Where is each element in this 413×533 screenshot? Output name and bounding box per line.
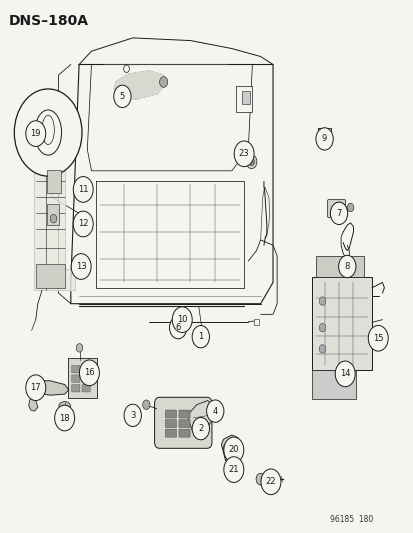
Circle shape xyxy=(223,443,230,453)
Ellipse shape xyxy=(59,401,70,410)
FancyBboxPatch shape xyxy=(254,319,259,325)
Circle shape xyxy=(256,473,265,485)
Circle shape xyxy=(368,326,387,351)
Text: 7: 7 xyxy=(335,209,341,218)
FancyBboxPatch shape xyxy=(165,429,176,437)
Text: 4: 4 xyxy=(212,407,217,416)
Circle shape xyxy=(159,77,167,87)
Text: 23: 23 xyxy=(238,149,249,158)
Text: 8: 8 xyxy=(344,262,349,271)
Circle shape xyxy=(73,211,93,237)
Circle shape xyxy=(206,400,223,422)
Circle shape xyxy=(192,326,209,348)
FancyBboxPatch shape xyxy=(316,256,363,277)
Circle shape xyxy=(223,457,243,482)
Circle shape xyxy=(335,361,354,387)
FancyBboxPatch shape xyxy=(311,370,355,399)
FancyBboxPatch shape xyxy=(47,169,61,193)
Text: 20: 20 xyxy=(228,446,238,455)
Text: 17: 17 xyxy=(31,383,41,392)
Circle shape xyxy=(246,155,256,168)
Text: 18: 18 xyxy=(59,414,70,423)
FancyBboxPatch shape xyxy=(165,410,176,418)
Text: 3: 3 xyxy=(130,411,135,420)
Text: 22: 22 xyxy=(265,478,275,486)
FancyBboxPatch shape xyxy=(71,366,80,373)
Text: 19: 19 xyxy=(31,129,41,138)
Circle shape xyxy=(223,437,243,463)
FancyBboxPatch shape xyxy=(82,375,90,382)
Circle shape xyxy=(55,405,74,431)
Circle shape xyxy=(142,400,150,409)
Text: DNS–180A: DNS–180A xyxy=(9,14,89,28)
Circle shape xyxy=(79,360,99,386)
Text: 2: 2 xyxy=(198,424,203,433)
FancyBboxPatch shape xyxy=(154,397,211,448)
FancyBboxPatch shape xyxy=(47,204,59,225)
Text: 5: 5 xyxy=(119,92,125,101)
Polygon shape xyxy=(221,435,240,461)
Circle shape xyxy=(73,176,93,202)
Circle shape xyxy=(50,214,57,223)
FancyBboxPatch shape xyxy=(82,366,90,373)
Text: 6: 6 xyxy=(175,323,180,332)
Circle shape xyxy=(192,417,209,440)
FancyBboxPatch shape xyxy=(165,419,176,427)
FancyBboxPatch shape xyxy=(311,277,371,370)
Circle shape xyxy=(14,89,82,176)
Circle shape xyxy=(330,202,347,224)
Circle shape xyxy=(26,375,45,400)
FancyBboxPatch shape xyxy=(242,91,250,104)
FancyBboxPatch shape xyxy=(71,384,80,392)
Circle shape xyxy=(234,141,254,167)
Text: 9: 9 xyxy=(321,134,326,143)
FancyBboxPatch shape xyxy=(327,199,345,217)
Text: 96185  180: 96185 180 xyxy=(329,515,372,524)
Text: 10: 10 xyxy=(177,315,187,324)
Text: 13: 13 xyxy=(76,262,86,271)
FancyBboxPatch shape xyxy=(36,264,64,288)
Polygon shape xyxy=(36,381,69,395)
Text: 15: 15 xyxy=(372,334,382,343)
Polygon shape xyxy=(28,397,38,411)
Circle shape xyxy=(248,158,254,165)
Circle shape xyxy=(318,345,325,353)
FancyBboxPatch shape xyxy=(67,358,97,398)
Circle shape xyxy=(71,254,91,279)
Circle shape xyxy=(347,203,353,212)
Circle shape xyxy=(169,317,186,339)
Circle shape xyxy=(318,297,325,305)
Text: 1: 1 xyxy=(198,332,203,341)
FancyBboxPatch shape xyxy=(82,384,90,392)
FancyBboxPatch shape xyxy=(178,410,190,418)
FancyBboxPatch shape xyxy=(235,86,252,112)
Text: 16: 16 xyxy=(84,368,95,377)
Polygon shape xyxy=(114,71,165,99)
Circle shape xyxy=(124,404,141,426)
Text: 21: 21 xyxy=(228,465,238,474)
Circle shape xyxy=(37,383,44,392)
Polygon shape xyxy=(33,165,75,290)
Circle shape xyxy=(260,469,280,495)
Circle shape xyxy=(315,128,332,150)
Circle shape xyxy=(232,448,237,455)
Polygon shape xyxy=(188,400,213,434)
Text: 12: 12 xyxy=(78,220,88,229)
FancyBboxPatch shape xyxy=(71,375,80,382)
Circle shape xyxy=(318,324,325,332)
Circle shape xyxy=(114,85,131,108)
Circle shape xyxy=(26,121,45,147)
FancyBboxPatch shape xyxy=(178,429,190,437)
Text: 14: 14 xyxy=(339,369,350,378)
FancyBboxPatch shape xyxy=(178,419,190,427)
Circle shape xyxy=(172,307,192,333)
Circle shape xyxy=(76,344,83,352)
Circle shape xyxy=(338,255,355,278)
Text: 11: 11 xyxy=(78,185,88,194)
